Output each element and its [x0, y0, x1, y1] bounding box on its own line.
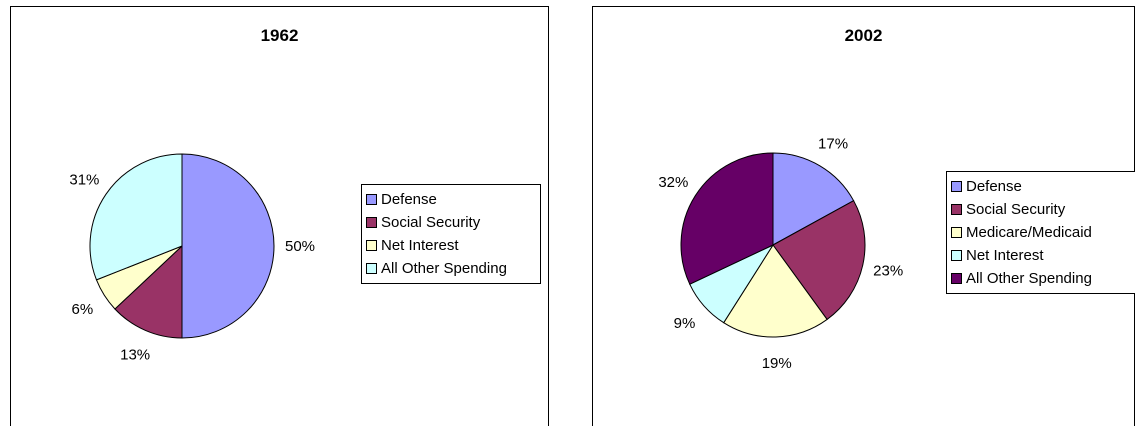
legend-swatch — [951, 273, 962, 284]
legend-swatch — [366, 194, 377, 205]
legend-1962: Defense Social Security Net Interest All Ot… — [361, 184, 541, 284]
legend-label: Defense — [381, 191, 437, 208]
chart-panel-1962: 1962 50% 13% 6% 31% Defense Social Security N… — [10, 6, 549, 426]
data-label-medicare-medicaid: 19% — [762, 355, 792, 372]
legend-item-medicare-medicaid: Medicare/Medicaid — [951, 221, 1131, 244]
data-label-all-other-spending: 31% — [69, 172, 99, 189]
legend-item-defense: Defense — [951, 175, 1131, 198]
chart-panel-2002: 2002 17% 23% 19% 9% 32% Defense Social Securi… — [592, 6, 1135, 426]
data-label-net-interest: 6% — [72, 301, 94, 318]
legend-2002: Defense Social Security Medicare/Medicaid N… — [946, 171, 1135, 294]
legend-item-all-other-spending: All Other Spending — [366, 257, 536, 280]
legend-label: Defense — [966, 178, 1022, 195]
legend-swatch — [366, 217, 377, 228]
data-label-defense: 17% — [818, 135, 848, 152]
legend-item-defense: Defense — [366, 188, 536, 211]
legend-label: Net Interest — [966, 247, 1044, 264]
legend-item-social-security: Social Security — [951, 198, 1131, 221]
legend-swatch — [951, 250, 962, 261]
legend-label: Medicare/Medicaid — [966, 224, 1092, 241]
legend-item-net-interest: Net Interest — [366, 234, 536, 257]
legend-label: Social Security — [966, 201, 1065, 218]
legend-label: All Other Spending — [381, 260, 507, 277]
data-label-defense: 50% — [285, 238, 315, 255]
legend-swatch — [951, 181, 962, 192]
pie-slice-defense — [182, 154, 274, 338]
legend-swatch — [951, 204, 962, 215]
data-label-all-other-spending: 32% — [658, 174, 688, 191]
legend-swatch — [366, 240, 377, 251]
data-label-social-security: 13% — [120, 346, 150, 363]
legend-item-all-other-spending: All Other Spending — [951, 267, 1131, 290]
data-label-social-security: 23% — [873, 263, 903, 280]
legend-swatch — [951, 227, 962, 238]
legend-label: All Other Spending — [966, 270, 1092, 287]
legend-swatch — [366, 263, 377, 274]
legend-item-net-interest: Net Interest — [951, 244, 1131, 267]
legend-label: Net Interest — [381, 237, 459, 254]
data-label-net-interest: 9% — [674, 315, 696, 332]
legend-label: Social Security — [381, 214, 480, 231]
legend-item-social-security: Social Security — [366, 211, 536, 234]
